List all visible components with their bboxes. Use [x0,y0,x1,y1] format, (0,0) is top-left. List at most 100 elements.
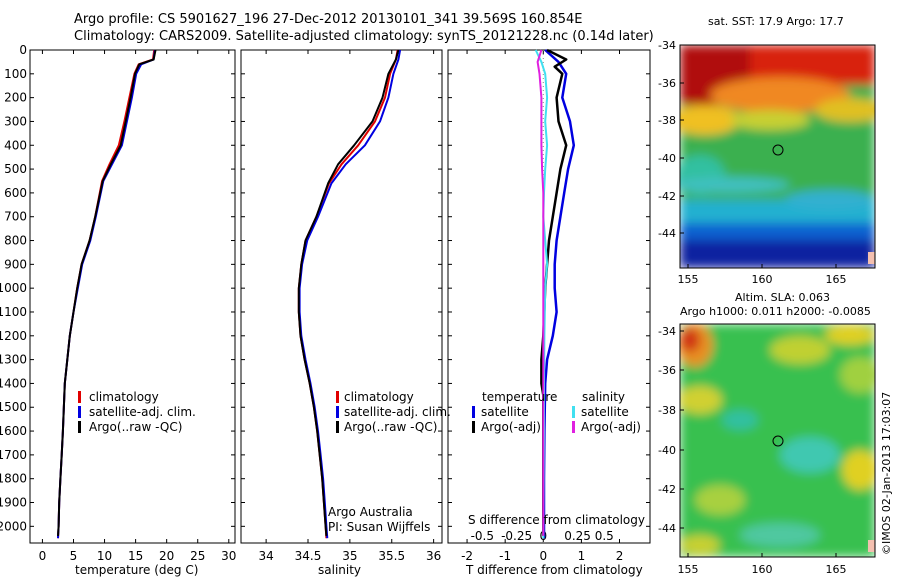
y-tick-label: 200 [4,91,27,105]
lon-tick-label: 165 [826,273,847,286]
x-tick-label: 25 [190,549,205,563]
legend-swatch [78,391,81,403]
legend-title: temperature [482,390,558,404]
x-tick-label: 34 [258,549,273,563]
legend-swatch [472,406,475,418]
legend-swatch [336,406,339,418]
lat-tick-label: -42 [658,190,676,203]
series-line-climatology [297,49,399,539]
y-tick-label: 1100 [0,305,27,319]
legend-label: climatology [344,390,414,404]
lat-tick-label: -40 [658,152,676,165]
s-tick-label: -0.5 [471,529,494,543]
x-tick-label: 35 [342,549,357,563]
x-tick-label: 0 [539,549,547,563]
legend-swatch [336,391,339,403]
argo-height-title: Argo h1000: 0.011 h2000: -0.0085 [680,305,871,318]
y-tick-label: 1600 [0,424,27,438]
lat-tick-label: -34 [658,325,676,338]
lon-tick-label: 155 [678,563,699,576]
legend-label: Argo(..raw -QC) [344,420,438,434]
float-position-marker [772,144,784,156]
x-tick-label: 20 [159,549,174,563]
series-line-satellite-adj-clim- [57,49,156,539]
lon-tick-label: 165 [826,563,847,576]
legend-item: climatology [78,390,196,405]
legend-swatch [572,406,575,418]
y-tick-label: 1900 [0,496,27,510]
float-position-marker [772,435,784,447]
figure-title-line2: Climatology: CARS2009. Satellite-adjuste… [74,29,654,44]
x-tick-label: 2 [616,549,624,563]
series-line-satellite-adj-clim- [298,49,402,539]
temperature-axis-label: temperature (deg C) [75,563,199,577]
figure-title-line1: Argo profile: CS 5901627_196 27-Dec-2012… [74,12,583,27]
legend-diff-salinity: salinity satellite Argo(-adj) [572,390,641,435]
x-tick-label: 1 [578,549,586,563]
x-tick-label: 36 [426,549,441,563]
legend-label: Argo(..raw -QC) [89,420,183,434]
t-diff-axis-label: T difference from climatology [466,563,643,577]
legend-label: Argo(-adj) [581,420,641,434]
y-tick-label: 1300 [0,353,27,367]
series-line-s-argo-adj- [536,49,545,536]
legend-item: satellite [472,405,557,420]
y-tick-label: 1400 [0,376,27,390]
credit-line1: Argo Australia [328,505,413,519]
legend-label: Argo(-adj) [481,420,541,434]
salinity-axis-label: salinity [318,563,362,577]
legend-title: salinity [582,390,626,404]
series-line-t-satellite [542,49,576,539]
x-tick-label: 5 [70,549,78,563]
legend-item: Argo(..raw -QC) [336,420,451,435]
legend-label: satellite [481,405,529,419]
legend-item: satellite-adj. clim. [336,405,451,420]
lat-tick-label: -40 [658,444,676,457]
legend-item: climatology [336,390,451,405]
y-tick-label: 800 [4,234,27,248]
series-line-t-argo-adj- [540,48,568,536]
sla-map [679,323,876,558]
lat-tick-label: -42 [658,483,676,496]
lat-tick-label: -34 [658,39,676,52]
legend-temperature: climatology satellite-adj. clim. Argo(..… [78,390,196,435]
lat-tick-label: -36 [658,77,676,90]
lat-tick-label: -36 [658,364,676,377]
x-tick-label: 0 [39,549,47,563]
lon-tick-label: 155 [678,273,699,286]
lat-tick-label: -38 [658,114,676,127]
imos-timestamp: ©IMOS 02-Jan-2013 17:03:07 [880,391,893,555]
legend-salinity: climatology satellite-adj. clim. Argo(..… [336,390,451,435]
legend-item: Argo(..raw -QC) [78,420,196,435]
salinity-panel: 34 34.5 35 35.5 36 [240,49,443,563]
s-tick-label: 0.5 [595,529,614,543]
lat-tick-label: -44 [658,522,676,535]
y-tick-label: 1000 [0,281,27,295]
s-tick-label: -0.25 [501,529,532,543]
y-tick-label: 300 [4,114,27,128]
series-line-argo-raw-qc- [57,49,157,536]
legend-label: satellite-adj. clim. [89,405,196,419]
legend-swatch [336,421,339,433]
temperature-panel: 0 5 10 15 20 25 300100200300400500600700800900… [0,43,236,563]
lon-tick-label: 160 [752,563,773,576]
series-line-climatology [57,49,156,539]
y-tick-label: 1500 [0,400,27,414]
sst-map-title: sat. SST: 17.9 Argo: 17.7 [708,15,844,28]
legend-item: satellite [572,405,641,420]
legend-swatch [572,421,575,433]
x-tick-label: 10 [97,549,112,563]
y-tick-label: 1200 [0,329,27,343]
legend-label: satellite [581,405,629,419]
y-tick-label: 1800 [0,472,27,486]
lon-tick-label: 160 [752,273,773,286]
s-diff-axis-label: S difference from climatology [468,513,645,527]
legend-swatch [78,421,81,433]
y-tick-label: 100 [4,67,27,81]
s-tick-label: 0.25 [564,529,591,543]
legend-label: climatology [89,390,159,404]
legend-diff-temperature: temperature satellite Argo(-adj) [472,390,557,435]
y-tick-label: 2000 [0,519,27,533]
legend-swatch [472,421,475,433]
